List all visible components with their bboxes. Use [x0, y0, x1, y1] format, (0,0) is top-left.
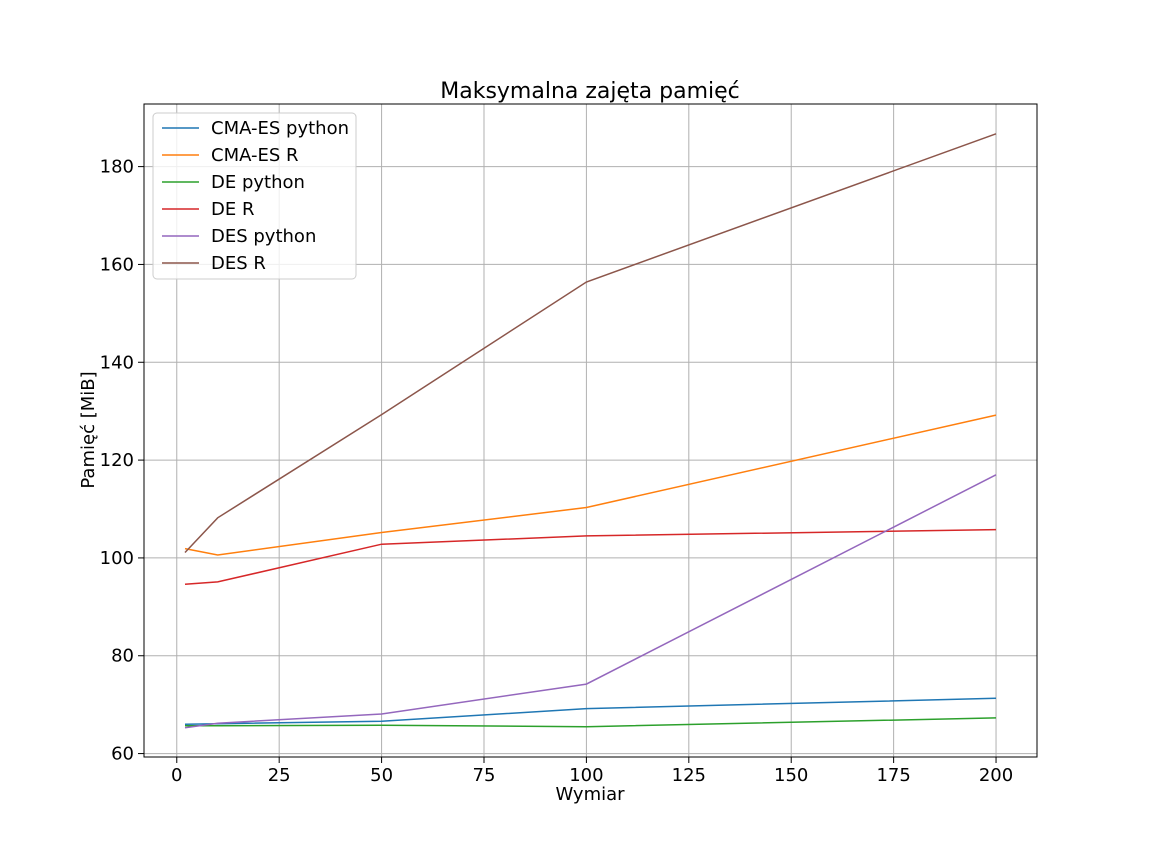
y-tick-label: 180 — [100, 157, 134, 178]
x-tick-label: 0 — [171, 765, 182, 786]
legend-label-cma-es-python: CMA-ES python — [211, 118, 349, 139]
x-tick-label: 150 — [774, 765, 808, 786]
x-tick-label: 125 — [672, 765, 706, 786]
y-tick-label: 60 — [111, 744, 134, 765]
x-tick-label: 100 — [569, 765, 603, 786]
x-axis-label: Wymiar — [555, 784, 625, 805]
y-axis-ticks: 60 80 100 120 140 160 180 — [100, 157, 144, 765]
series-line-de-r — [184, 528, 997, 586]
y-tick-label: 160 — [100, 254, 134, 275]
x-tick-label: 75 — [473, 765, 496, 786]
series-line-des-r — [184, 133, 997, 554]
grid — [144, 104, 1037, 757]
legend-label-des-python: DES python — [211, 226, 316, 247]
x-axis-ticks: 0 25 50 75 100 125 150 175 200 — [171, 757, 1013, 786]
x-tick-label: 50 — [370, 765, 393, 786]
series-lines — [184, 133, 997, 729]
y-tick-label: 80 — [111, 646, 134, 667]
x-tick-label: 25 — [268, 765, 291, 786]
y-axis-label: Pamięć [MiB] — [78, 371, 99, 488]
y-tick-label: 140 — [100, 352, 134, 373]
x-tick-label: 200 — [979, 765, 1013, 786]
legend-label-de-python: DE python — [211, 172, 305, 193]
series-line-de-python — [185, 717, 997, 728]
series-line-cma-es-python — [184, 697, 997, 725]
legend-box — [152, 112, 357, 280]
chart-title: Maksymalna zajęta pamięć — [440, 79, 740, 104]
legend-label-cma-es-r: CMA-ES R — [211, 145, 299, 166]
series-line-des-python — [184, 474, 997, 729]
legend-label-de-r: DE R — [211, 199, 254, 220]
x-tick-label: 175 — [876, 765, 910, 786]
y-tick-label: 120 — [100, 450, 134, 471]
series-line-cma-es-r — [184, 414, 997, 556]
y-tick-label: 100 — [100, 548, 134, 569]
plot-frame — [143, 103, 1038, 758]
legend-label-des-r: DES R — [211, 253, 266, 274]
legend: CMA-ES python CMA-ES R DE python DE R DES py… — [152, 112, 357, 280]
